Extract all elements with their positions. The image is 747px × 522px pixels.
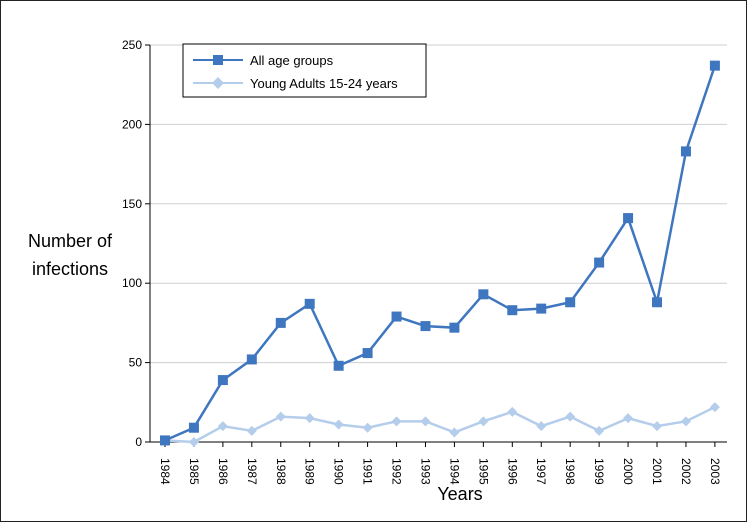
point-young-adults-1989 [304,413,315,424]
x-tick-label-1988: 1988 [274,458,288,485]
x-tick-label-2001: 2001 [650,458,664,485]
y-tick-labels: 0 50 100 150 200 250 [122,38,142,449]
x-tick-label-1996: 1996 [505,458,519,485]
y-tick-label-0: 0 [135,435,142,449]
y-tick-label-200: 200 [122,117,142,131]
legend-label-young-adults: Young Adults 15-24 years [250,76,398,91]
y-tick-label-50: 50 [129,356,143,370]
x-tick-labels: 1984 1985 1986 1987 1988 1989 1990 1991 1992 1993… [158,458,722,485]
point-all-age-groups-1987 [246,354,257,365]
x-tick-label-2002: 2002 [679,458,693,485]
x-tick-label-1997: 1997 [534,458,548,485]
x-tick-label-1990: 1990 [332,458,346,485]
point-all-age-groups-1984 [160,435,170,446]
x-tick-label-2003: 2003 [708,458,722,485]
legend-label-all-age-groups: All age groups [250,53,334,68]
axes [145,44,727,447]
x-tick-label-1985: 1985 [187,458,201,485]
x-tick-label-1995: 1995 [476,458,490,485]
point-young-adults-1996 [507,406,518,417]
series-line-young-adults [164,405,716,444]
point-all-age-groups-1999 [594,257,605,268]
point-young-adults-1998 [565,411,576,422]
point-all-age-groups-1993 [420,321,431,332]
y-tick-label-150: 150 [122,197,142,211]
x-tick-label-1999: 1999 [592,458,606,485]
point-all-age-groups-1990 [333,360,344,371]
point-all-age-groups-1986 [217,375,228,386]
point-all-age-groups-1989 [304,298,315,309]
legend-marker-young-adults [212,77,224,89]
x-tick-label-1994: 1994 [447,458,461,485]
point-all-age-groups-2000 [623,213,634,224]
point-all-age-groups-1994 [449,322,460,333]
point-young-adults-1993 [420,416,431,427]
point-young-adults-1985 [188,437,199,447]
series-line-all-age-groups [164,65,717,442]
point-young-adults-1991 [362,422,373,433]
series-group [160,60,720,447]
x-tick-label-1991: 1991 [361,458,375,485]
legend-box [182,43,427,98]
point-all-age-groups-1998 [565,297,576,308]
point-young-adults-1992 [391,416,402,427]
point-all-age-groups-2003 [709,60,720,71]
point-all-age-groups-1997 [536,303,547,314]
legend-marker-all-age-groups [213,55,223,65]
x-tick-label-1984: 1984 [158,458,172,485]
x-tick-label-1987: 1987 [245,458,259,485]
x-tick-label-1989: 1989 [303,458,317,485]
point-young-adults-1987 [246,425,257,436]
point-young-adults-1990 [333,419,344,430]
point-young-adults-1986 [217,421,228,432]
x-tick-label-1986: 1986 [216,458,230,485]
point-young-adults-2003 [709,402,720,413]
point-all-age-groups-1995 [478,289,489,300]
point-all-age-groups-2001 [652,297,663,308]
y-tick-label-100: 100 [122,276,142,290]
point-young-adults-1995 [478,416,489,427]
point-young-adults-2001 [652,421,663,432]
point-all-age-groups-1988 [275,317,286,328]
y-tick-label-250: 250 [122,38,142,52]
point-young-adults-2000 [623,413,634,424]
x-tick-label-1992: 1992 [390,458,404,485]
x-tick-label-2000: 2000 [621,458,635,485]
point-all-age-groups-1991 [362,348,373,359]
point-young-adults-1997 [536,421,547,432]
point-young-adults-1994 [449,427,460,438]
point-all-age-groups-1992 [391,311,402,322]
x-tick-label-1993: 1993 [418,458,432,485]
x-tick-label-1998: 1998 [563,458,577,485]
point-all-age-groups-2002 [680,146,691,157]
legend: All age groups Young Adults 15-24 years [182,43,427,98]
point-all-age-groups-1985 [188,422,199,433]
point-young-adults-1988 [275,411,286,422]
x-axis-title: Years [437,484,482,504]
point-young-adults-2002 [680,416,691,427]
y-axis-title-line-1: Number of [28,231,113,251]
point-all-age-groups-1996 [507,305,518,316]
y-axis-title-line-2: infections [32,259,108,279]
point-young-adults-1999 [594,425,605,436]
